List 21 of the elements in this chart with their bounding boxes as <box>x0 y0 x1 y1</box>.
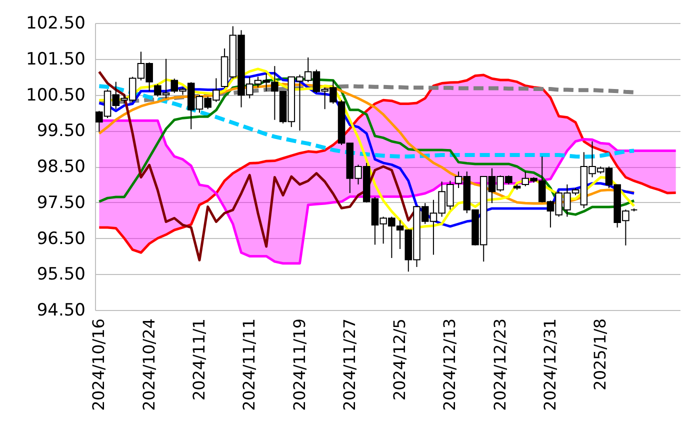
y-tick-label: 98.50 <box>36 157 86 177</box>
line-series <box>97 84 636 159</box>
x-tick-label: 2024/11/1 <box>189 318 208 401</box>
y-tick-label: 94.50 <box>36 300 86 320</box>
y-tick-label: 102.50 <box>26 14 86 34</box>
x-tick-label: 2024/12/23 <box>490 318 510 411</box>
x-tick-label: 2024/12/5 <box>390 318 410 401</box>
y-tick-label: 101.50 <box>26 49 86 70</box>
x-tick-label: 2025/1/8 <box>590 318 610 390</box>
x-tick-label: 2024/11/19 <box>290 318 309 411</box>
y-tick-label: 99.50 <box>36 121 86 142</box>
y-tick-label: 95.50 <box>36 264 86 285</box>
y-tick-label: 96.50 <box>36 228 86 249</box>
y-tick-label: 100.50 <box>26 85 86 106</box>
x-tick-label: 2024/12/13 <box>440 318 460 411</box>
x-tick-label: 2024/12/31 <box>540 318 560 411</box>
y-tick-label: 97.50 <box>36 192 86 213</box>
x-tick-label: 2024/10/24 <box>139 318 158 411</box>
x-tick-label: 2024/11/11 <box>240 318 259 411</box>
x-tick-label: 2024/11/27 <box>340 318 359 411</box>
x-tick-label: 2024/10/16 <box>89 318 108 411</box>
